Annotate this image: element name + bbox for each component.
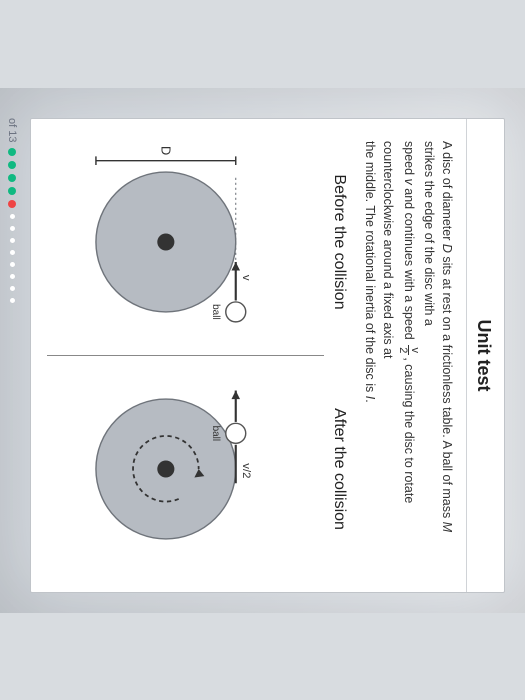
ball-label: ball xyxy=(210,304,221,320)
progress-label: of 13 xyxy=(6,118,18,142)
text: . xyxy=(363,399,377,402)
text: the middle. The rotational inertia of th… xyxy=(363,141,377,396)
dot-icon xyxy=(9,285,16,292)
dot-icon xyxy=(9,225,16,232)
D-label: D xyxy=(159,146,174,155)
dot-icon xyxy=(8,161,16,169)
frac-den: 2 xyxy=(397,345,408,355)
dot-icon xyxy=(8,187,16,195)
problem-text: A disc of diameter D sits at rest on a f… xyxy=(357,119,467,592)
dot-icon xyxy=(8,148,16,156)
panel-title-before: Before the collision xyxy=(331,174,349,309)
dot-icon xyxy=(9,261,16,268)
progress-bar: of 13 xyxy=(6,118,18,304)
dot-icon xyxy=(9,237,16,244)
after-diagram: v/2 ball xyxy=(41,362,325,576)
quiz-screen: Unit test A disc of diameter D sits at r… xyxy=(30,118,505,593)
v2-label: v/2 xyxy=(240,463,252,478)
dot-icon xyxy=(9,249,16,256)
dot-icon xyxy=(8,174,16,182)
text: strikes the edge of the disc with a xyxy=(422,141,436,326)
progress-dots xyxy=(8,148,16,304)
panel-after: After the collision xyxy=(37,356,353,582)
v-label: v xyxy=(240,274,252,280)
panel-title-after: After the collision xyxy=(331,408,349,530)
before-diagram: v ball D xyxy=(41,135,325,349)
text: speed xyxy=(402,141,416,179)
var-v: v xyxy=(402,178,416,184)
var-M: M xyxy=(440,521,454,531)
text: sits at rest on a frictionless table. A … xyxy=(440,252,454,521)
dot-icon xyxy=(9,273,16,280)
page-title: Unit test xyxy=(466,119,504,592)
photo-stage: Unit test A disc of diameter D sits at r… xyxy=(0,88,525,613)
diagram-row: Before the collision v xyxy=(31,119,357,592)
ball-label: ball xyxy=(210,425,221,441)
dot-icon xyxy=(9,297,16,304)
dot-icon xyxy=(9,213,16,220)
var-D: D xyxy=(440,243,454,252)
fraction: v2 xyxy=(397,345,420,355)
dot-icon xyxy=(8,200,16,208)
text: A disc of diameter xyxy=(440,141,454,244)
text: and continues with a speed xyxy=(402,184,416,342)
panel-before: Before the collision v xyxy=(37,129,353,355)
frac-num: v xyxy=(408,345,420,355)
